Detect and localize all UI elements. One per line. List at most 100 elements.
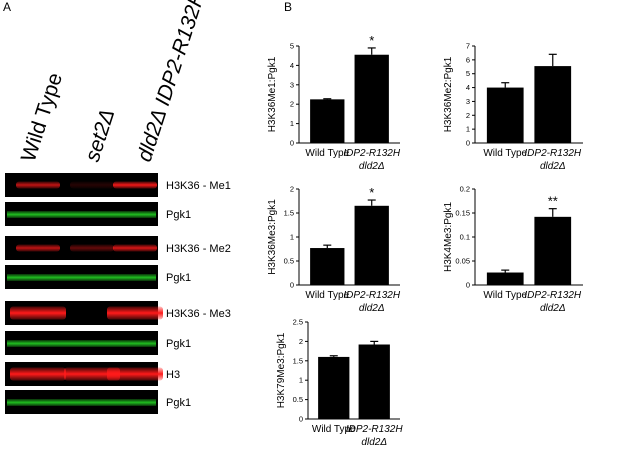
bar xyxy=(354,205,389,285)
panel-b-label: B xyxy=(284,0,292,14)
blot-label: H3 xyxy=(166,369,180,381)
bar xyxy=(354,54,389,144)
band xyxy=(64,367,120,381)
category-label: IDP2-R132H xyxy=(343,148,400,159)
lane-title-2: dld2Δ IDP2-R132H xyxy=(133,0,210,165)
blot-label: H3K36 - Me2 xyxy=(166,243,231,255)
band xyxy=(7,399,156,406)
panel-a-label: A xyxy=(3,0,11,14)
bar-chart-panel: 0 1 2 3 4 5 H3K36Me1:Pgk1 Wild Type * IDP2-R132H d… xyxy=(267,33,583,448)
category-label: IDP2-R132H xyxy=(343,290,400,301)
lane-title-1: set2Δ xyxy=(81,106,119,164)
y-tick-label: 3 xyxy=(290,80,294,89)
y-tick-label: 0 xyxy=(466,139,470,148)
band xyxy=(7,211,156,218)
y-tick-label: 1 xyxy=(299,376,303,385)
y-tick-label: 1.5 xyxy=(293,356,303,365)
y-axis-title: H3K36Me3:Pgk1 xyxy=(267,199,278,275)
y-axis-title: H3K79Me3:Pgk1 xyxy=(276,332,287,408)
y-tick-label: 0.2 xyxy=(460,185,470,194)
category-label: Wild Type xyxy=(312,424,356,435)
band xyxy=(70,181,114,189)
blot-strip: Pgk1 xyxy=(5,390,191,414)
y-tick-label: 2 xyxy=(299,337,303,346)
bar xyxy=(486,272,524,285)
y-tick-label: 2 xyxy=(290,100,294,109)
bar xyxy=(310,99,345,143)
y-tick-label: 7 xyxy=(466,42,470,51)
category-label: Wild Type xyxy=(305,148,349,159)
category-label: dld2Δ xyxy=(540,161,566,172)
band xyxy=(16,244,60,252)
category-label: dld2Δ xyxy=(361,437,387,448)
y-tick-label: 4 xyxy=(466,83,470,92)
category-label: Wild Type xyxy=(483,290,527,301)
y-tick-label: 1 xyxy=(466,125,470,134)
y-tick-label: 1 xyxy=(290,233,294,242)
y-tick-label: 4 xyxy=(290,61,294,70)
y-tick-label: 0.5 xyxy=(284,257,294,266)
blot-label: H3K36 - Me1 xyxy=(166,180,231,192)
band xyxy=(113,181,157,189)
blot-label: Pgk1 xyxy=(166,272,191,284)
blot-label: Pgk1 xyxy=(166,338,191,350)
y-axis-title: H3K4Me3:Pgk1 xyxy=(443,202,454,272)
y-tick-label: 0 xyxy=(466,281,470,290)
blot-strip: H3 xyxy=(5,362,180,386)
bar xyxy=(310,248,345,285)
y-tick-label: 0 xyxy=(299,415,303,424)
y-tick-label: 2.5 xyxy=(293,318,303,327)
blot-strip: Pgk1 xyxy=(5,331,191,355)
y-tick-label: 1 xyxy=(290,119,294,128)
band xyxy=(107,367,163,381)
lane-title-0: Wild Type xyxy=(17,70,67,164)
y-tick-label: 0 xyxy=(290,281,294,290)
y-tick-label: 1.5 xyxy=(284,209,294,218)
category-label: IDP2-R132H xyxy=(524,148,581,159)
bar xyxy=(534,216,572,285)
y-tick-label: 0.05 xyxy=(455,257,470,266)
y-tick-label: 0.5 xyxy=(293,395,303,404)
y-tick-label: 3 xyxy=(466,97,470,106)
blot-strip: H3K36 - Me2 xyxy=(5,236,231,260)
category-label: dld2Δ xyxy=(359,303,385,314)
category-label: dld2Δ xyxy=(359,161,385,172)
band xyxy=(7,274,156,281)
category-label: Wild Type xyxy=(305,290,349,301)
bar-chart: 0 1 2 3 4 5 6 7 H3K36Me2:Pgk1 Wild TypeIDP2-R132H… xyxy=(443,42,583,172)
y-tick-label: 5 xyxy=(290,42,294,51)
bar-chart: 0 1 2 3 4 5 H3K36Me1:Pgk1 Wild Type * IDP2-R132H d… xyxy=(267,33,401,172)
y-tick-label: 2 xyxy=(290,185,294,194)
band xyxy=(107,306,163,320)
blot-strip: H3K36 - Me3 xyxy=(5,301,231,325)
band xyxy=(113,244,157,252)
y-axis-title: H3K36Me1:Pgk1 xyxy=(267,56,278,132)
y-tick-label: 0.15 xyxy=(455,209,470,218)
blot-strip: Pgk1 xyxy=(5,265,191,289)
bar-chart: 0 0.05 0.1 0.15 0.2 H3K4Me3:Pgk1 Wild Type ** ID… xyxy=(443,185,583,314)
band xyxy=(10,306,66,320)
bar-chart: 0 0.5 1 1.5 2 2.5 H3K79Me3:Pgk1 Wild TypeIDP2-R… xyxy=(276,318,403,449)
blot-strip: H3K36 - Me1 xyxy=(5,173,231,197)
y-tick-label: 5 xyxy=(466,69,470,78)
y-tick-label: 2 xyxy=(466,111,470,120)
y-tick-label: 6 xyxy=(466,55,470,64)
category-label: dld2Δ xyxy=(540,303,566,314)
band xyxy=(7,340,156,347)
band xyxy=(70,244,114,252)
y-tick-label: 0 xyxy=(290,139,294,148)
category-label: Wild Type xyxy=(483,148,527,159)
bar xyxy=(318,356,350,419)
band xyxy=(10,367,66,381)
significance-marker: * xyxy=(369,33,374,48)
bar xyxy=(358,344,390,419)
blot-label: Pgk1 xyxy=(166,209,191,221)
significance-marker: * xyxy=(369,185,374,200)
y-tick-label: 0.1 xyxy=(460,233,470,242)
significance-marker: ** xyxy=(548,194,558,209)
blot-strip: Pgk1 xyxy=(5,202,191,226)
bar-chart: 0 0.5 1 1.5 2 H3K36Me3:Pgk1 Wild Type * IDP2-R13… xyxy=(267,185,401,315)
blot-label: Pgk1 xyxy=(166,397,191,409)
category-label: IDP2-R132H xyxy=(524,290,581,301)
